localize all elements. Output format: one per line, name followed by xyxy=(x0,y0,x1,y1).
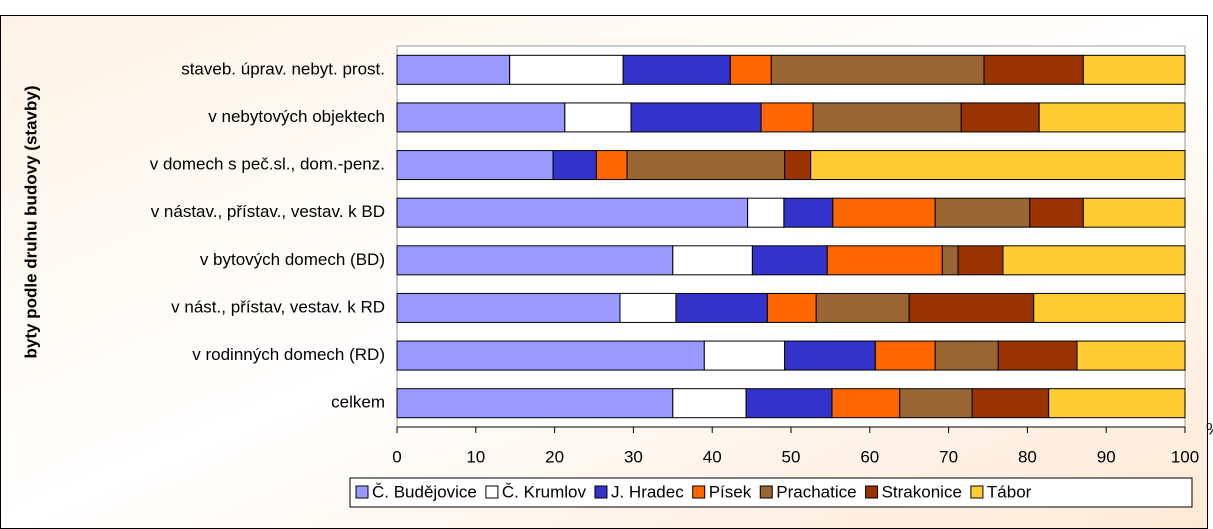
bar-segment xyxy=(745,388,833,419)
y-tick-label: staveb. úprav. nebyt. prost. xyxy=(181,59,385,78)
bar-segment xyxy=(874,340,936,371)
legend-label: Č. Budějovice xyxy=(372,482,477,501)
bar-segment xyxy=(1033,292,1186,323)
x-tick-label: 70 xyxy=(939,447,958,466)
bar-segment xyxy=(766,292,817,323)
x-tick-label: 100 xyxy=(1171,447,1199,466)
bar-segment xyxy=(908,292,1035,323)
x-tick-label: 60 xyxy=(860,447,879,466)
y-tick-label: celkem xyxy=(331,393,385,412)
bar-segment xyxy=(703,340,786,371)
bar-segment xyxy=(729,54,772,85)
y-tick-label: v bytových domech (BD) xyxy=(200,250,385,269)
y-tick-label: v domech s peč.sl., dom.-penz. xyxy=(150,155,385,174)
bar-segment xyxy=(770,54,985,85)
bar-segment xyxy=(812,102,962,133)
x-tick-label: 40 xyxy=(703,447,722,466)
bar-segment xyxy=(396,102,566,133)
y-axis-title: byty podle druhu budovy (stavby) xyxy=(21,86,40,359)
bar-segment xyxy=(784,340,876,371)
bar-segment xyxy=(396,388,674,419)
legend-swatch xyxy=(970,485,984,499)
legend-swatch xyxy=(355,485,369,499)
x-tick-label: 0 xyxy=(392,447,401,466)
bar-segment xyxy=(396,197,749,228)
bar-segment xyxy=(831,388,901,419)
bar-segment xyxy=(997,340,1078,371)
legend-swatch xyxy=(594,485,608,499)
legend-swatch xyxy=(759,485,773,499)
y-tick-label: v nebytových objektech xyxy=(208,107,385,126)
bar-segment xyxy=(783,197,834,228)
bar-segment xyxy=(1002,245,1186,276)
bar-segment xyxy=(630,102,762,133)
legend-label: Prachatice xyxy=(776,482,856,501)
bar-segment xyxy=(1038,102,1186,133)
bar-segment xyxy=(595,150,628,181)
legend-label: Č. Krumlov xyxy=(502,482,587,501)
bar-segment xyxy=(396,292,621,323)
bar-segment xyxy=(672,388,747,419)
bar-segment xyxy=(396,150,554,181)
bar-segment xyxy=(957,245,1004,276)
bar-segment xyxy=(971,388,1050,419)
legend-label: Tábor xyxy=(987,482,1032,501)
legend-swatch xyxy=(865,485,879,499)
bar-segment xyxy=(626,150,786,181)
bar-segment xyxy=(983,54,1084,85)
bar-segment xyxy=(934,197,1031,228)
x-tick-label: 80 xyxy=(1018,447,1037,466)
bar-segment xyxy=(672,245,753,276)
x-tick-label: 90 xyxy=(1097,447,1116,466)
legend-swatch xyxy=(485,485,499,499)
x-tick-label: 20 xyxy=(545,447,564,466)
bar-segment xyxy=(941,245,959,276)
bar-segment xyxy=(899,388,973,419)
bar-segment xyxy=(1048,388,1186,419)
bar-segment xyxy=(396,54,511,85)
legend-label: Strakonice xyxy=(882,482,962,501)
bar-segment xyxy=(1082,197,1186,228)
bar-segment xyxy=(396,245,674,276)
y-tick-label: v nást., přístav, vestav. k RD xyxy=(171,297,385,316)
bar-segment xyxy=(751,245,828,276)
bar-segment xyxy=(1076,340,1186,371)
bar-segment xyxy=(675,292,768,323)
bar-segment xyxy=(622,54,731,85)
bar-segment xyxy=(784,150,812,181)
bar-segment xyxy=(815,292,910,323)
bar-segment xyxy=(832,197,936,228)
x-axis-title: % xyxy=(1206,419,1213,438)
bar-segment xyxy=(747,197,785,228)
bar-segment xyxy=(826,245,943,276)
y-tick-label: v nástav., přístav., vestav. k BD xyxy=(151,202,385,221)
y-tick-label: v rodinných domech (RD) xyxy=(192,345,385,364)
bar-segment xyxy=(960,102,1040,133)
bar-segment xyxy=(934,340,999,371)
legend-label: J. Hradec xyxy=(611,482,684,501)
bar-segment xyxy=(810,150,1186,181)
legend-swatch xyxy=(692,485,706,499)
x-tick-label: 50 xyxy=(782,447,801,466)
bar-segment xyxy=(760,102,814,133)
x-tick-label: 30 xyxy=(624,447,643,466)
bar-segment xyxy=(509,54,624,85)
bar-segment xyxy=(1082,54,1186,85)
bar-segment xyxy=(619,292,677,323)
bar-segment xyxy=(552,150,597,181)
bar-segment xyxy=(564,102,632,133)
bar-segment xyxy=(396,340,705,371)
bar-segment xyxy=(1029,197,1084,228)
legend-label: Písek xyxy=(709,482,752,501)
x-tick-label: 10 xyxy=(466,447,485,466)
